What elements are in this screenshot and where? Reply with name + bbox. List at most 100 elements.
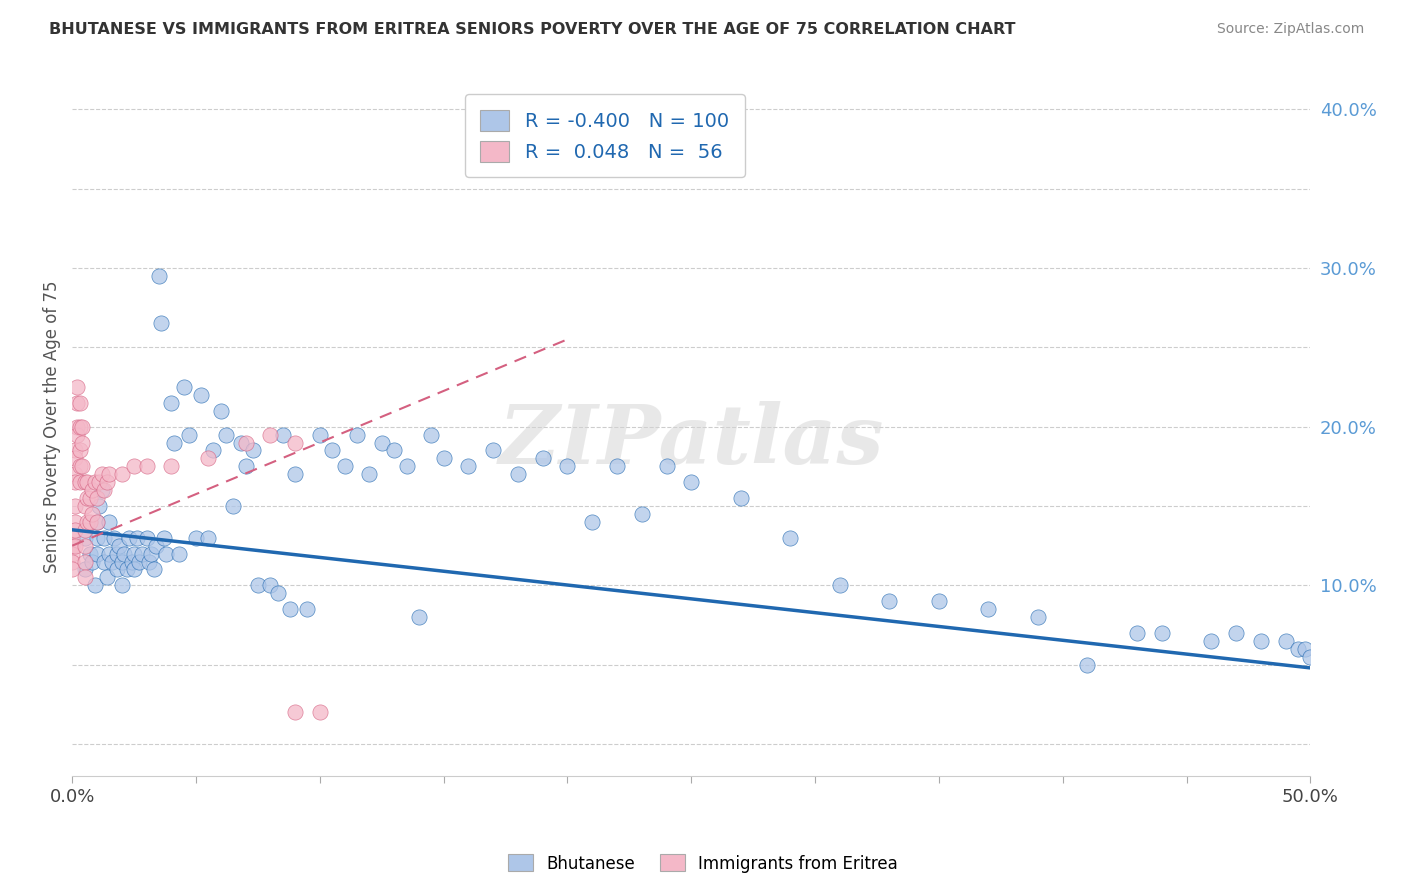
Point [111,467,134,482]
Point [148,268,170,283]
Point [977,602,1000,616]
Point [86,547,108,561]
Point [284,435,307,450]
Point [98,467,121,482]
Point [153,531,176,545]
Point [1225,626,1247,640]
Point [606,459,628,474]
Point [115,562,138,576]
Point [91,467,114,482]
Point [73,539,96,553]
Point [63,499,86,513]
Legend: R = -0.400   N = 100, R =  0.048   N =  56: R = -0.400 N = 100, R = 0.048 N = 56 [464,95,745,178]
Point [63,475,86,490]
Point [91,483,114,497]
Point [138,555,160,569]
Point [80,555,103,569]
Point [70,459,93,474]
Point [163,435,186,450]
Point [125,531,148,545]
Point [297,602,319,616]
Point [63,467,86,482]
Point [222,499,245,513]
Point [111,555,134,569]
Point [1150,626,1173,640]
Point [66,427,89,442]
Point [69,475,91,490]
Point [73,570,96,584]
Point [630,507,652,521]
Text: ZIPatlas: ZIPatlas [499,401,884,481]
Point [60,531,83,545]
Point [284,467,307,482]
Point [98,515,121,529]
Point [259,427,281,442]
Point [135,459,157,474]
Point [101,555,124,569]
Point [80,507,103,521]
Point [333,459,356,474]
Point [197,531,219,545]
Point [267,586,290,600]
Point [1294,641,1316,656]
Point [89,475,111,490]
Point [1286,641,1309,656]
Point [86,515,108,529]
Point [235,459,257,474]
Point [141,547,163,561]
Point [73,499,96,513]
Point [197,451,219,466]
Point [76,491,98,505]
Point [160,396,183,410]
Point [66,396,89,410]
Point [557,459,579,474]
Point [359,467,381,482]
Point [98,547,121,561]
Point [93,555,115,569]
Point [76,475,98,490]
Point [202,443,225,458]
Point [96,475,118,490]
Point [308,706,330,720]
Point [70,419,93,434]
Point [1250,634,1272,648]
Point [60,555,83,569]
Point [70,435,93,450]
Point [879,594,901,608]
Point [382,443,405,458]
Point [150,317,173,331]
Point [76,515,98,529]
Point [93,531,115,545]
Point [173,380,195,394]
Point [184,531,207,545]
Text: BHUTANESE VS IMMIGRANTS FROM ERITREA SENIORS POVERTY OVER THE AGE OF 75 CORRELAT: BHUTANESE VS IMMIGRANTS FROM ERITREA SEN… [49,22,1015,37]
Point [1201,634,1223,648]
Point [122,459,145,474]
Point [69,419,91,434]
Point [145,539,167,553]
Point [79,491,101,505]
Point [73,475,96,490]
Point [105,562,128,576]
Point [69,459,91,474]
Point [86,515,108,529]
Point [96,570,118,584]
Point [1076,657,1098,672]
Point [242,443,264,458]
Point [730,491,752,505]
Point [131,547,153,561]
Point [142,562,165,576]
Point [235,435,257,450]
Point [155,547,177,561]
Point [66,380,89,394]
Point [66,419,89,434]
Point [259,578,281,592]
Text: Source: ZipAtlas.com: Source: ZipAtlas.com [1216,22,1364,37]
Point [79,515,101,529]
Point [93,483,115,497]
Point [190,388,212,402]
Point [80,483,103,497]
Point [73,531,96,545]
Point [271,427,294,442]
Point [433,451,456,466]
